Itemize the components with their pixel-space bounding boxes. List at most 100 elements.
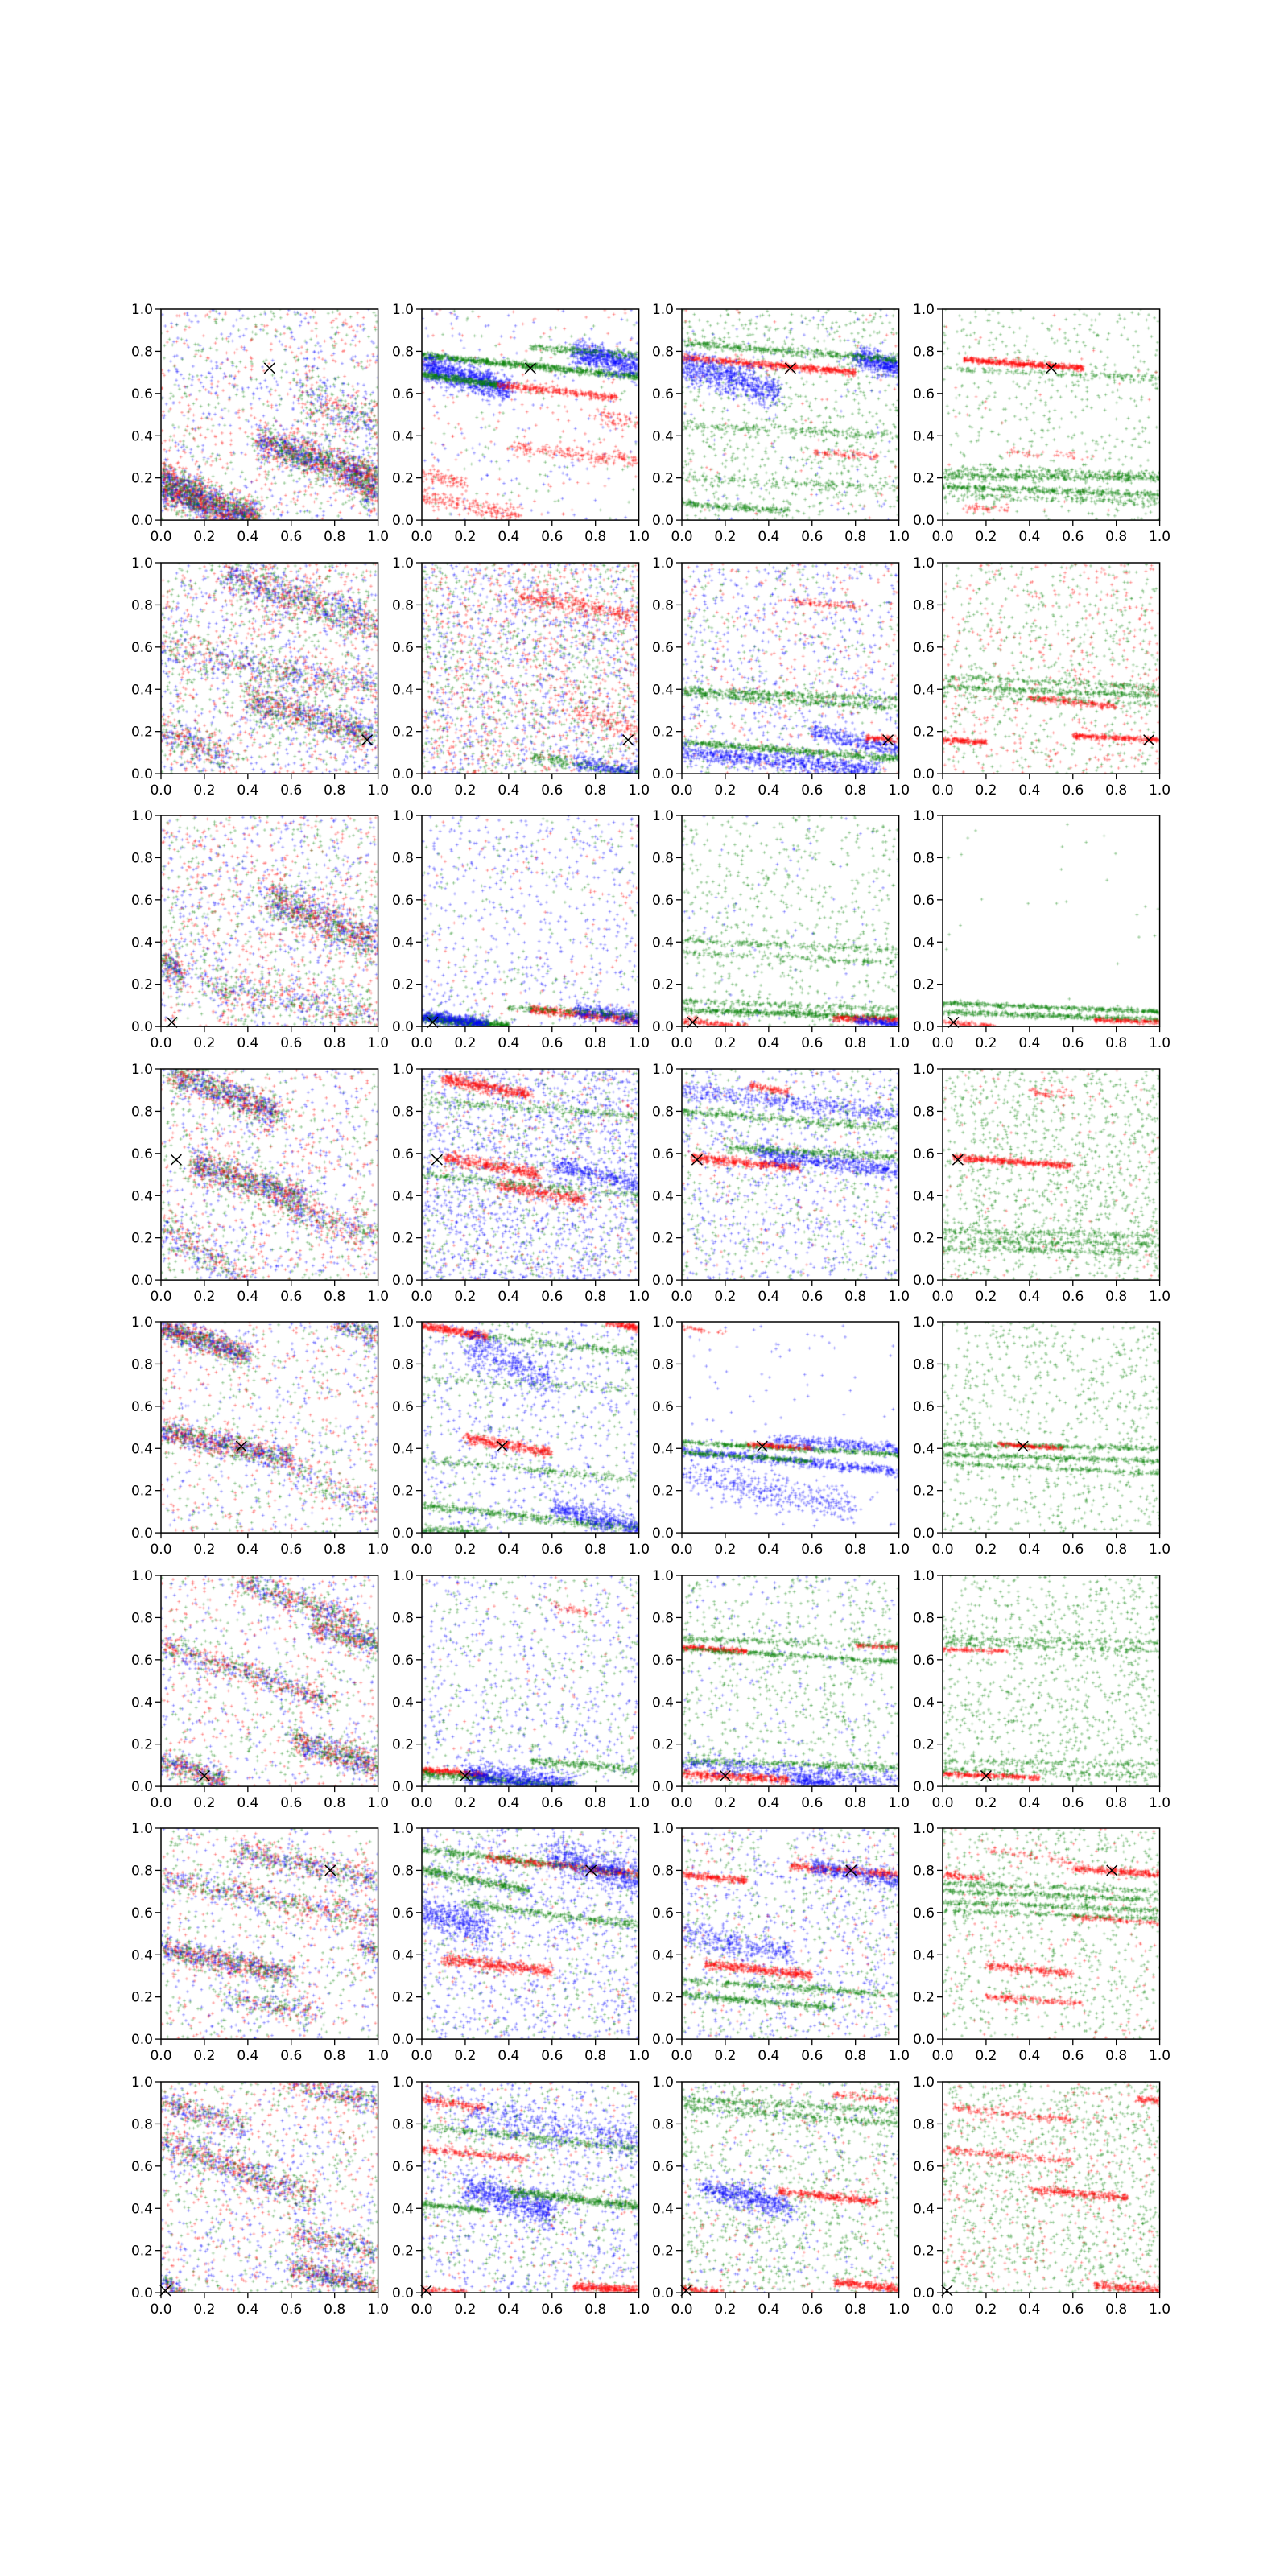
- x-tick-label: 1.0: [628, 1542, 650, 1558]
- y-tick-label: 1.0: [652, 555, 674, 572]
- x-tick-label: 0.8: [844, 2048, 866, 2064]
- y-tick-label: 0.2: [391, 977, 413, 993]
- axes: 0.00.0 0.2 0.2 0.4 0.4 0.6 0.6 0.8 0.8 1.0 1.0: [912, 555, 1170, 799]
- x-tick-label: 0.0: [411, 529, 432, 545]
- scatter-points: [682, 1322, 899, 1533]
- y-tick-label: 1.0: [391, 555, 413, 572]
- x-tick-label: 1.0: [628, 1035, 650, 1051]
- axes: 0.00.0 0.2 0.2 0.4 0.4 0.6 0.6 0.8 0.8 1.0 1.0: [131, 1568, 389, 1811]
- x-tick-label: 1.0: [888, 1795, 910, 1811]
- scatter-points: [942, 2081, 1160, 2293]
- x-marker: [784, 362, 796, 374]
- y-tick-label: 1.0: [391, 302, 413, 318]
- y-tick-label: 0.8: [391, 2116, 413, 2132]
- y-tick-label: 0.4: [131, 2201, 153, 2217]
- x-tick-label: 0.4: [237, 1289, 258, 1305]
- scatter-points: [682, 562, 899, 774]
- y-tick-label: 0.8: [652, 1610, 674, 1626]
- x-tick-label: 0.8: [1105, 1795, 1127, 1811]
- y-tick-label: 0.2: [131, 1990, 153, 2006]
- x-tick-label: 0.6: [1062, 529, 1084, 545]
- x-tick-label: 0.6: [280, 1795, 302, 1811]
- scatter-panel-r8-c4: 0.0 0.0 0.2 0.2 0.4 0.4 0.6 0.6 0.8 0.8 1.0 1.0: [912, 2074, 1170, 2318]
- x-tick-label: 1.0: [1149, 782, 1170, 799]
- x-marker: [980, 1769, 992, 1781]
- x-tick-label: 1.0: [888, 1542, 910, 1558]
- axes-spines: [160, 1827, 379, 2040]
- y-tick-label: 0.6: [391, 1399, 413, 1415]
- scatter-panel-r2-c3: 0.0 0.0 0.2 0.2 0.4 0.4 0.6 0.6 0.8 0.8 1.0 1.0: [652, 555, 910, 799]
- y-tick-label: 0.2: [131, 1484, 153, 1500]
- x-tick-label: 1.0: [888, 1035, 910, 1051]
- y-tick-label: 0.8: [912, 2116, 934, 2132]
- y-tick-label: 1.0: [391, 1315, 413, 1331]
- y-tick-label: 0.2: [912, 724, 934, 740]
- scatter-points: [942, 309, 1160, 520]
- y-tick-label: 0.4: [912, 1441, 934, 1457]
- y-tick-label: 0.2: [652, 2243, 674, 2259]
- x-marker: [1017, 1440, 1029, 1452]
- x-tick-label: 0.0: [671, 782, 692, 799]
- x-tick-label: 0.8: [844, 1795, 866, 1811]
- y-tick-label: 0.2: [391, 1484, 413, 1500]
- x-tick-label: 0.2: [714, 2301, 736, 2318]
- y-tick-label: 0.2: [391, 724, 413, 740]
- y-tick-label: 0.0: [391, 766, 413, 782]
- axes-spines: [941, 1067, 1160, 1281]
- y-tick-label: 0.4: [391, 2201, 413, 2217]
- axes-spines: [160, 1321, 379, 1534]
- x-tick-label: 0.0: [411, 1289, 432, 1305]
- y-tick-label: 1.0: [912, 555, 934, 572]
- y-tick-label: 0.6: [131, 1399, 153, 1415]
- x-marker: [687, 1016, 699, 1028]
- y-tick-label: 0.6: [131, 893, 153, 909]
- x-tick-label: 0.0: [931, 1289, 953, 1305]
- y-tick-label: 0.4: [912, 428, 934, 444]
- x-tick-label: 0.2: [975, 529, 997, 545]
- x-marker: [882, 733, 894, 745]
- y-tick-label: 0.6: [131, 1146, 153, 1162]
- x-tick-label: 0.4: [758, 1289, 779, 1305]
- y-tick-label: 0.0: [652, 513, 674, 529]
- x-tick-label: 0.6: [1062, 2301, 1084, 2318]
- x-tick-label: 0.2: [193, 2301, 215, 2318]
- axes: 0.00.0 0.2 0.2 0.4 0.4 0.6 0.6 0.8 0.8 1.0 1.0: [131, 555, 389, 799]
- x-tick-label: 0.0: [671, 2301, 692, 2318]
- x-tick-label: 0.2: [454, 1035, 476, 1051]
- x-marker: [719, 1769, 731, 1781]
- x-marker: [459, 1769, 471, 1781]
- x-tick-label: 0.4: [497, 529, 519, 545]
- axes-spines: [160, 1574, 379, 1787]
- axes: 0.00.0 0.2 0.2 0.4 0.4 0.6 0.6 0.8 0.8 1.0 1.0: [391, 1568, 649, 1811]
- scatter-panel-r1-c2: 0.0 0.0 0.2 0.2 0.4 0.4 0.6 0.6 0.8 0.8 1.0 1.0: [391, 302, 649, 545]
- x-tick-label: 0.2: [193, 529, 215, 545]
- y-tick-label: 0.0: [131, 513, 153, 529]
- axes: 0.00.0 0.2 0.2 0.4 0.4 0.6 0.6 0.8 0.8 1.0 1.0: [391, 1062, 649, 1305]
- x-tick-label: 1.0: [367, 1795, 389, 1811]
- y-tick-label: 0.0: [391, 2032, 413, 2048]
- y-tick-label: 0.0: [652, 2032, 674, 2048]
- y-tick-label: 0.6: [391, 893, 413, 909]
- x-tick-label: 0.2: [193, 1035, 215, 1051]
- y-tick-label: 0.4: [652, 935, 674, 951]
- x-tick-label: 0.4: [237, 2048, 258, 2064]
- y-tick-label: 0.8: [131, 597, 153, 613]
- axes-spines: [681, 308, 900, 521]
- y-tick-label: 0.6: [912, 893, 934, 909]
- x-tick-label: 0.0: [411, 2048, 432, 2064]
- x-tick-label: 0.0: [671, 1289, 692, 1305]
- x-tick-label: 0.4: [1018, 1542, 1040, 1558]
- axes-spines: [160, 308, 379, 521]
- x-tick-label: 0.8: [844, 782, 866, 799]
- axes: 0.00.0 0.2 0.2 0.4 0.4 0.6 0.6 0.8 0.8 1.0 1.0: [912, 808, 1170, 1051]
- axes: 0.00.0 0.2 0.2 0.4 0.4 0.6 0.6 0.8 0.8 1.0 1.0: [912, 1315, 1170, 1558]
- x-marker: [496, 1440, 508, 1452]
- x-tick-label: 0.0: [671, 1035, 692, 1051]
- y-tick-label: 0.4: [912, 1695, 934, 1711]
- x-tick-label: 0.6: [280, 2048, 302, 2064]
- y-tick-label: 0.2: [391, 1736, 413, 1752]
- y-tick-label: 0.6: [652, 386, 674, 402]
- x-tick-label: 0.0: [150, 782, 171, 799]
- y-tick-label: 0.4: [391, 428, 413, 444]
- x-tick-label: 0.6: [801, 2048, 823, 2064]
